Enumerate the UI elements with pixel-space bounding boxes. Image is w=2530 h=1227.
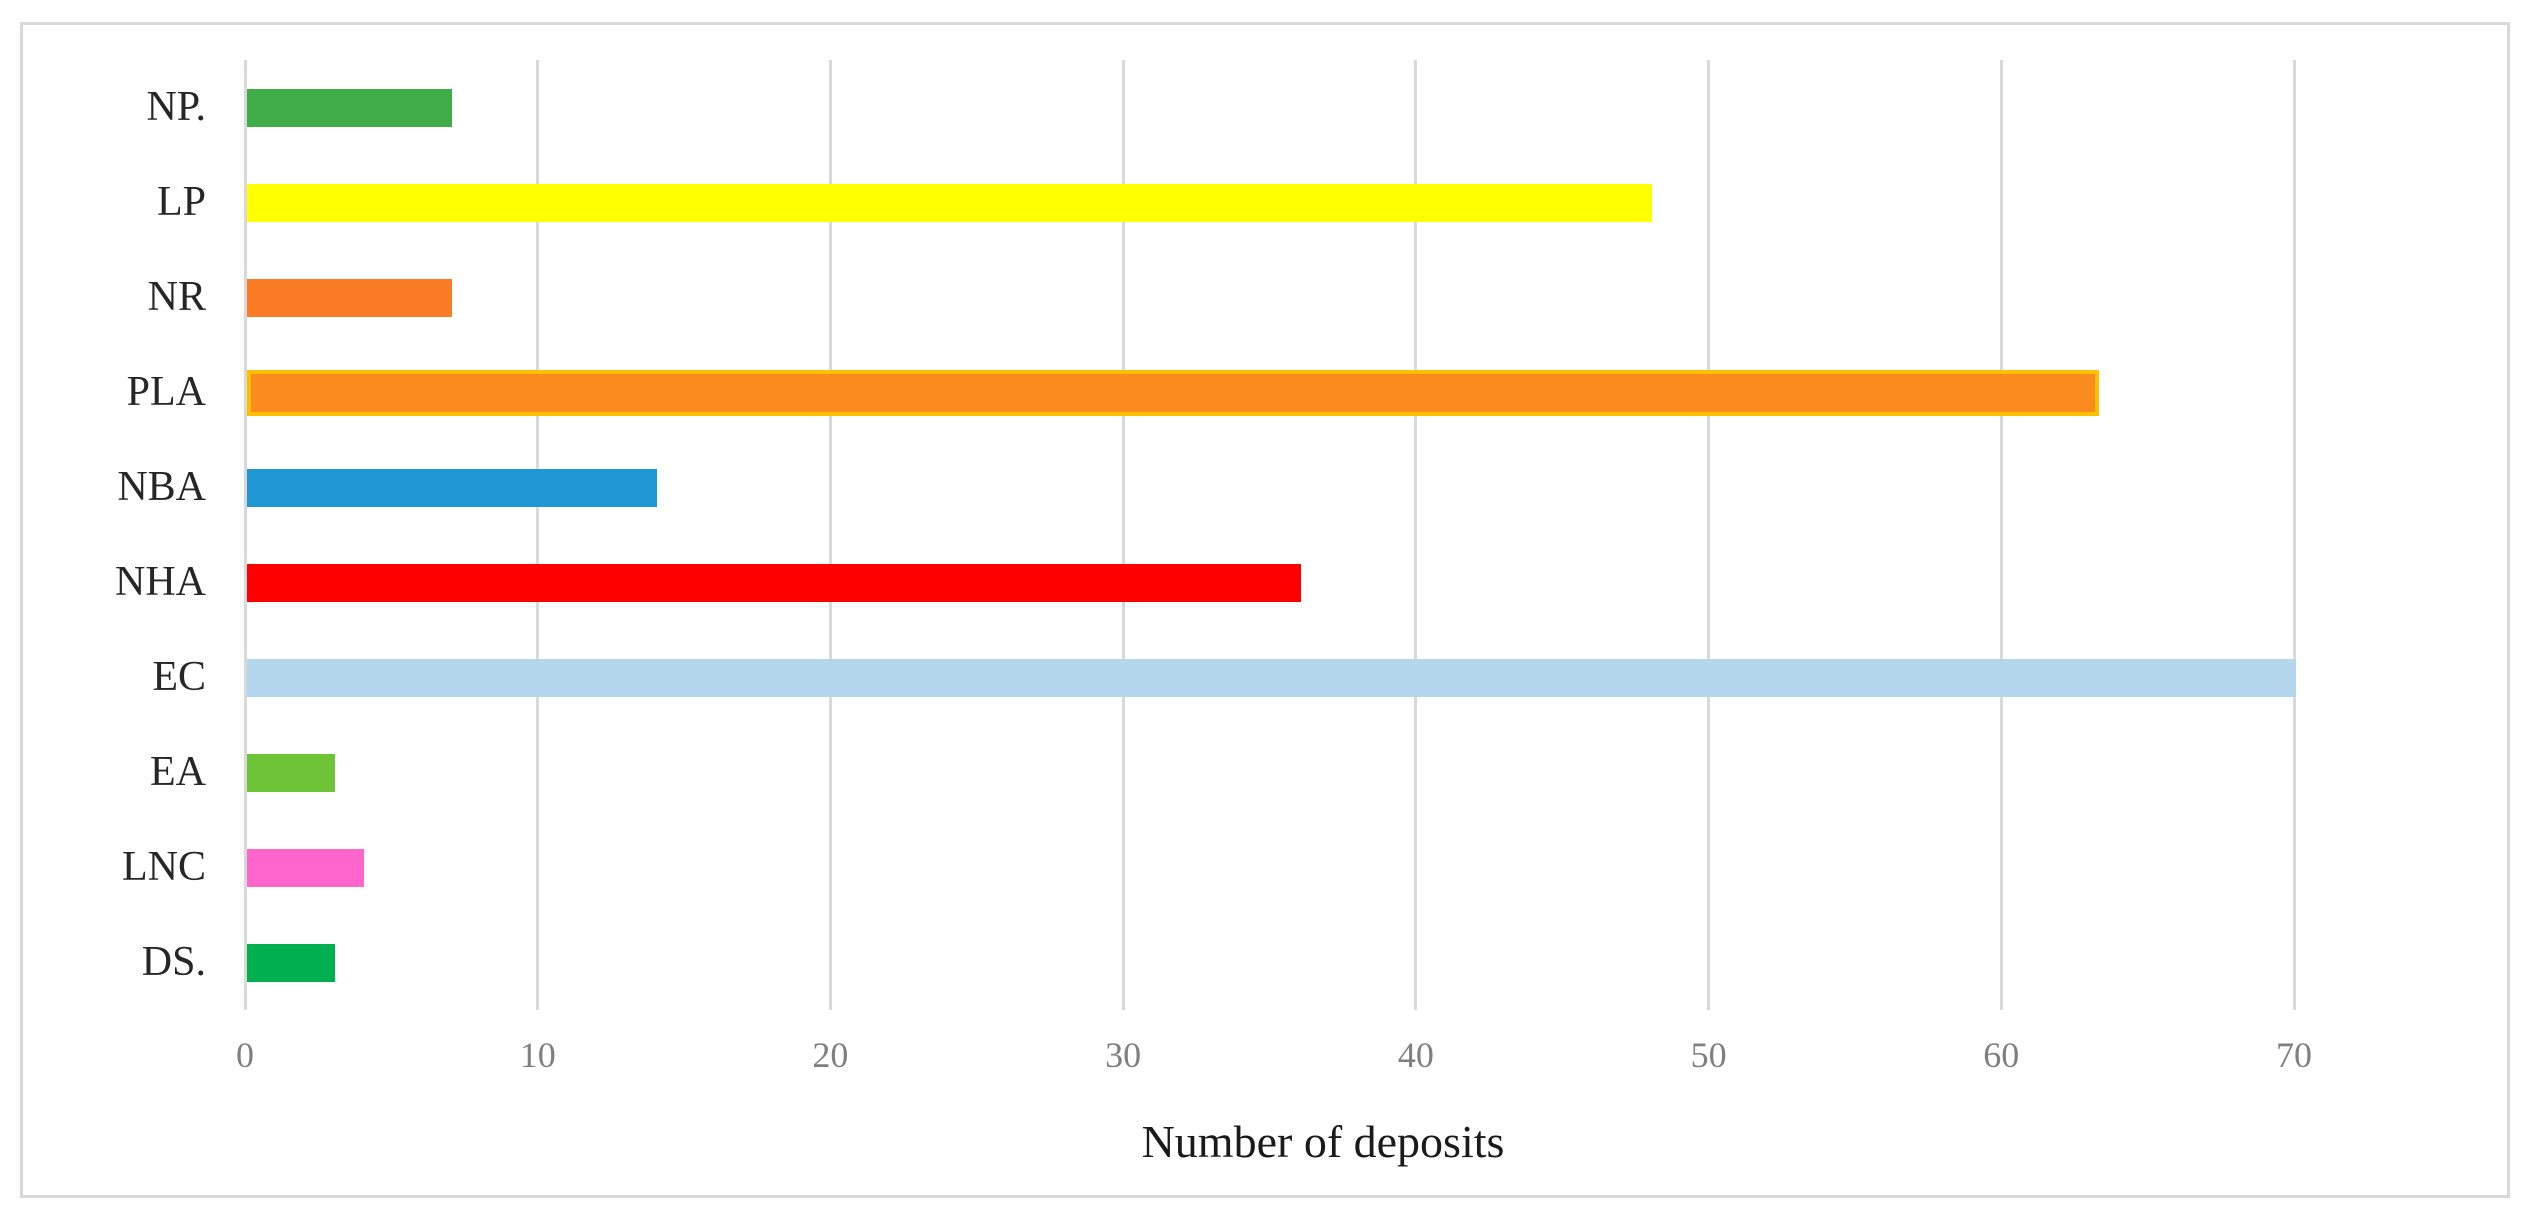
x-tick-label: 70 xyxy=(2276,1035,2312,1075)
x-tick-label: 40 xyxy=(1397,1035,1434,1075)
bar-ec xyxy=(247,658,2296,697)
gridline xyxy=(2292,60,2296,1010)
bar-nr xyxy=(247,278,452,317)
x-tick-label: 60 xyxy=(1983,1035,2020,1075)
bar-nba xyxy=(247,468,657,507)
category-labels: NP. LP NR PLA NBA NHA EC EA LNC DS. xyxy=(23,60,206,1010)
x-tick-label: 10 xyxy=(519,1035,556,1075)
bar-pla xyxy=(247,369,2100,416)
gridline xyxy=(536,60,540,1010)
gridline xyxy=(1707,60,1711,1010)
bar-lp xyxy=(247,183,1653,222)
bar-ds xyxy=(247,943,335,982)
x-tick-label: 20 xyxy=(812,1035,849,1075)
x-axis-title: Number of deposits xyxy=(1141,1116,1505,1167)
category-label: NBA xyxy=(117,464,206,510)
category-label: LNC xyxy=(122,844,206,890)
x-tick-labels: 0 10 20 30 40 50 60 70 xyxy=(236,1035,2312,1087)
gridline xyxy=(1999,60,2003,1010)
category-label: NR xyxy=(147,274,206,320)
gridline xyxy=(243,60,247,1010)
category-label: DS. xyxy=(141,939,206,985)
bar-lnc xyxy=(247,848,365,887)
x-tick-label: 30 xyxy=(1105,1035,1142,1075)
bar-ea xyxy=(247,753,335,792)
x-tick-label: 0 xyxy=(236,1035,254,1075)
bar-nha xyxy=(247,563,1301,602)
gridline xyxy=(1414,60,1418,1010)
category-label: EC xyxy=(152,654,206,700)
gridline xyxy=(828,60,832,1010)
bar-np xyxy=(247,88,452,127)
category-label: PLA xyxy=(126,369,206,415)
category-label: LP xyxy=(156,179,206,225)
category-label: NHA xyxy=(115,559,206,605)
x-tick-label: 50 xyxy=(1690,1035,1727,1075)
category-label: NP. xyxy=(146,84,206,130)
gridline xyxy=(1121,60,1125,1010)
category-label: EA xyxy=(150,749,206,795)
chart-figure: NP. LP NR PLA NBA NHA EC EA LNC DS. 0 10 20 30 40 50 60… xyxy=(20,22,2510,1198)
plot-area xyxy=(243,60,2296,1010)
